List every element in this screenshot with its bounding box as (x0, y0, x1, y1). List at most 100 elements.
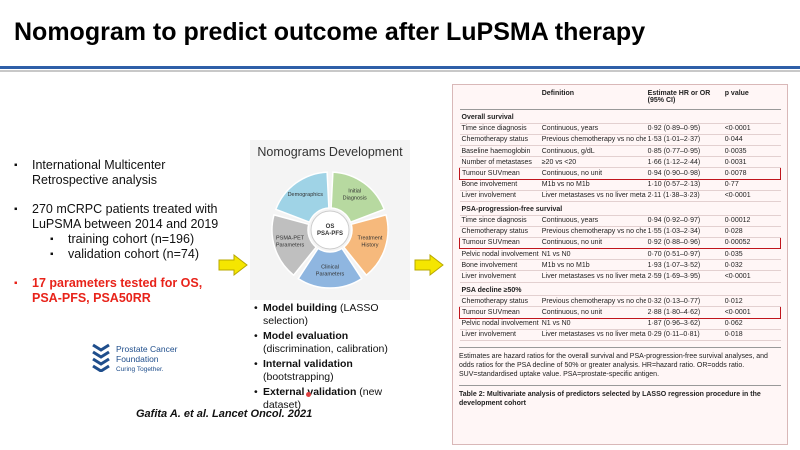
table-row: Liver involvement Liver metastases vs no … (459, 270, 781, 283)
step-detail: (bootstrapping) (263, 371, 334, 383)
table-cell: Chemotherapy status (459, 134, 540, 146)
step-list: Model building (LASSO selection)Model ev… (254, 302, 406, 414)
column-header: Definition (539, 88, 646, 110)
section-row: PSA-progression-free survival (459, 201, 781, 216)
table-cell: Liver metastases vs no liver metastases (539, 270, 646, 283)
table-cell: Chemotherapy status (459, 226, 540, 238)
bullet: 270 mCRPC patients treated with LuPSMA b… (14, 202, 229, 262)
column-header: p value (722, 88, 781, 110)
logo-name: Prostate Cancer Foundation (116, 344, 178, 364)
title-rule (0, 66, 800, 69)
table-cell: 0·00052 (722, 236, 781, 250)
table-cell: N1 vs N0 (539, 248, 646, 261)
step-detail: (discrimination, calibration) (263, 343, 388, 355)
table-cell: Liver metastases vs no liver metastases (539, 190, 646, 202)
nomogram-wheel: Nomograms Development Initial Diagnosis Tr… (257, 145, 403, 289)
segment-label: Initial Diagnosis (343, 189, 367, 202)
table-row: Tumour SUVmean Continuous, no unit 2·88 (1… (458, 306, 781, 319)
table-cell: 0·035 (722, 248, 781, 261)
table-row: Liver involvement Liver metastases vs no … (459, 329, 781, 341)
nomogram-figure: Nomograms Development Initial Diagnosis Tr… (250, 140, 410, 300)
table-cell: <0·0001 (722, 190, 781, 202)
sub-bullet: validation cohort (n=74) (50, 247, 229, 262)
table-cell: 0·032 (722, 259, 781, 272)
table-header: Definition Estimate HR or OR (95% CI) p va… (459, 88, 781, 110)
table-cell: Liver involvement (459, 270, 540, 283)
wheel-center-label: OS PSA-PFS (317, 224, 343, 237)
table-cell: 1·53 (1·01–2·37) (645, 134, 723, 146)
table-cell: 0·0035 (722, 145, 781, 158)
table-cell: 0·32 (0·13–0·77) (645, 295, 723, 308)
table-row: Number of metastases ≥20 vs <20 1·66 (1·12… (459, 156, 781, 169)
table-cell: 0·018 (722, 329, 781, 341)
step: Internal validation (bootstrapping) (254, 358, 406, 384)
table-cell: Number of metastases (459, 156, 540, 169)
wheel-segment (297, 247, 363, 289)
table-cell: 0·94 (0·90–0·98) (645, 167, 723, 180)
arrow (218, 254, 248, 276)
table-cell: 0·70 (0·51–0·97) (645, 248, 723, 261)
sub-list: training cohort (n=196)validation cohort… (32, 232, 229, 262)
table-row: Tumour SUVmean Continuous, no unit 0·92 (0… (458, 236, 781, 250)
step: Model evaluation (discrimination, calibr… (254, 330, 406, 356)
table-cell: 0·012 (722, 295, 781, 308)
step: Model building (LASSO selection) (254, 302, 406, 328)
table-cell: 1·93 (1·07–3·52) (645, 259, 723, 272)
table-cell: 2·88 (1·80–4·62) (645, 306, 723, 319)
table-cell: 0·29 (0·11–0·81) (645, 329, 723, 341)
logo-icon (92, 343, 110, 372)
bullet-text: 270 mCRPC patients treated with LuPSMA b… (32, 202, 219, 231)
table-cell: Bone involvement (459, 259, 540, 272)
table-row: Chemotherapy status Previous chemotherapy… (459, 134, 781, 146)
table-cell: <0·0001 (722, 306, 781, 319)
table-cell: 0·044 (722, 134, 781, 146)
table-cell: Chemotherapy status (459, 295, 540, 308)
table-cell: 0·92 (0·88–0·96) (645, 236, 723, 250)
section-row: PSA decline ≥50% (459, 282, 781, 297)
table-footnote: Estimates are hazard ratios for the over… (459, 346, 781, 379)
table-cell: Continuous, g/dL (539, 145, 646, 158)
table-cell: Bone involvement (459, 179, 540, 191)
slide-title: Nomogram to predict outcome after LuPSMA… (14, 18, 646, 46)
step-title: Model evaluation (263, 330, 349, 342)
segment-label: Demographics (288, 192, 324, 198)
table-cell: Tumour SUVmean (458, 306, 540, 319)
table-cell: Time since diagnosis (459, 123, 540, 135)
table-cell: N1 vs N0 (539, 318, 646, 330)
table-row: Pelvic nodal involvement N1 vs N0 0·70 (0·… (459, 248, 781, 261)
table-cell: 1·10 (0·57–2·13) (645, 179, 723, 191)
table-cell: 1·87 (0·96–3·62) (645, 318, 723, 330)
bullet-text: 17 parameters tested for OS, PSA-PFS, PS… (32, 276, 203, 305)
table-cell: 0·0031 (722, 156, 781, 169)
column-header: Estimate HR or OR (95% CI) (645, 88, 723, 110)
table-row: Chemotherapy status Previous chemotherapy… (459, 226, 781, 238)
table-row: Bone involvement M1b vs no M1b 1·93 (1·07–… (459, 259, 781, 272)
table-cell: Previous chemotherapy vs no chemotherapy (539, 295, 646, 308)
table-cell: 2·59 (1·69–3·95) (645, 270, 723, 283)
sub-bullet: training cohort (n=196) (50, 232, 229, 247)
step: External validation (new dataset) (254, 386, 406, 412)
results-table: Definition Estimate HR or OR (95% CI) p va… (458, 88, 781, 341)
table-cell: 1·66 (1·12–2·44) (645, 156, 723, 169)
bullet-list: International Multicenter Retrospective … (14, 158, 229, 320)
wheel-segment (342, 213, 389, 277)
table-cell: ≥20 vs <20 (539, 156, 646, 169)
bullet: 17 parameters tested for OS, PSA-PFS, PS… (14, 276, 229, 306)
section-title: PSA-progression-free survival (459, 201, 781, 216)
table-cell: Liver metastases vs no liver metastases (539, 329, 646, 341)
table-cell: Tumour SUVmean (458, 167, 540, 180)
wheel-segment (271, 213, 318, 277)
step-detail: (LASSO selection) (263, 302, 379, 327)
step-title: Internal validation (263, 358, 353, 370)
table-row: Chemotherapy status Previous chemotherapy… (459, 295, 781, 308)
table-row: Pelvic nodal involvement N1 vs N0 1·87 (0·… (459, 318, 781, 330)
table-cell: 0·92 (0·89–0·95) (645, 123, 723, 135)
wheel-segment (274, 171, 330, 224)
table-cell: 0·94 (0·92–0·97) (645, 215, 723, 227)
table-row: Baseline haemoglobin Continuous, g/dL 0·85… (459, 145, 781, 158)
bullet: International Multicenter Retrospective … (14, 158, 229, 188)
step-detail: (new dataset) (263, 386, 383, 411)
bullet-text: International Multicenter Retrospective … (32, 158, 166, 187)
segment-label: Treatment History (358, 235, 383, 248)
